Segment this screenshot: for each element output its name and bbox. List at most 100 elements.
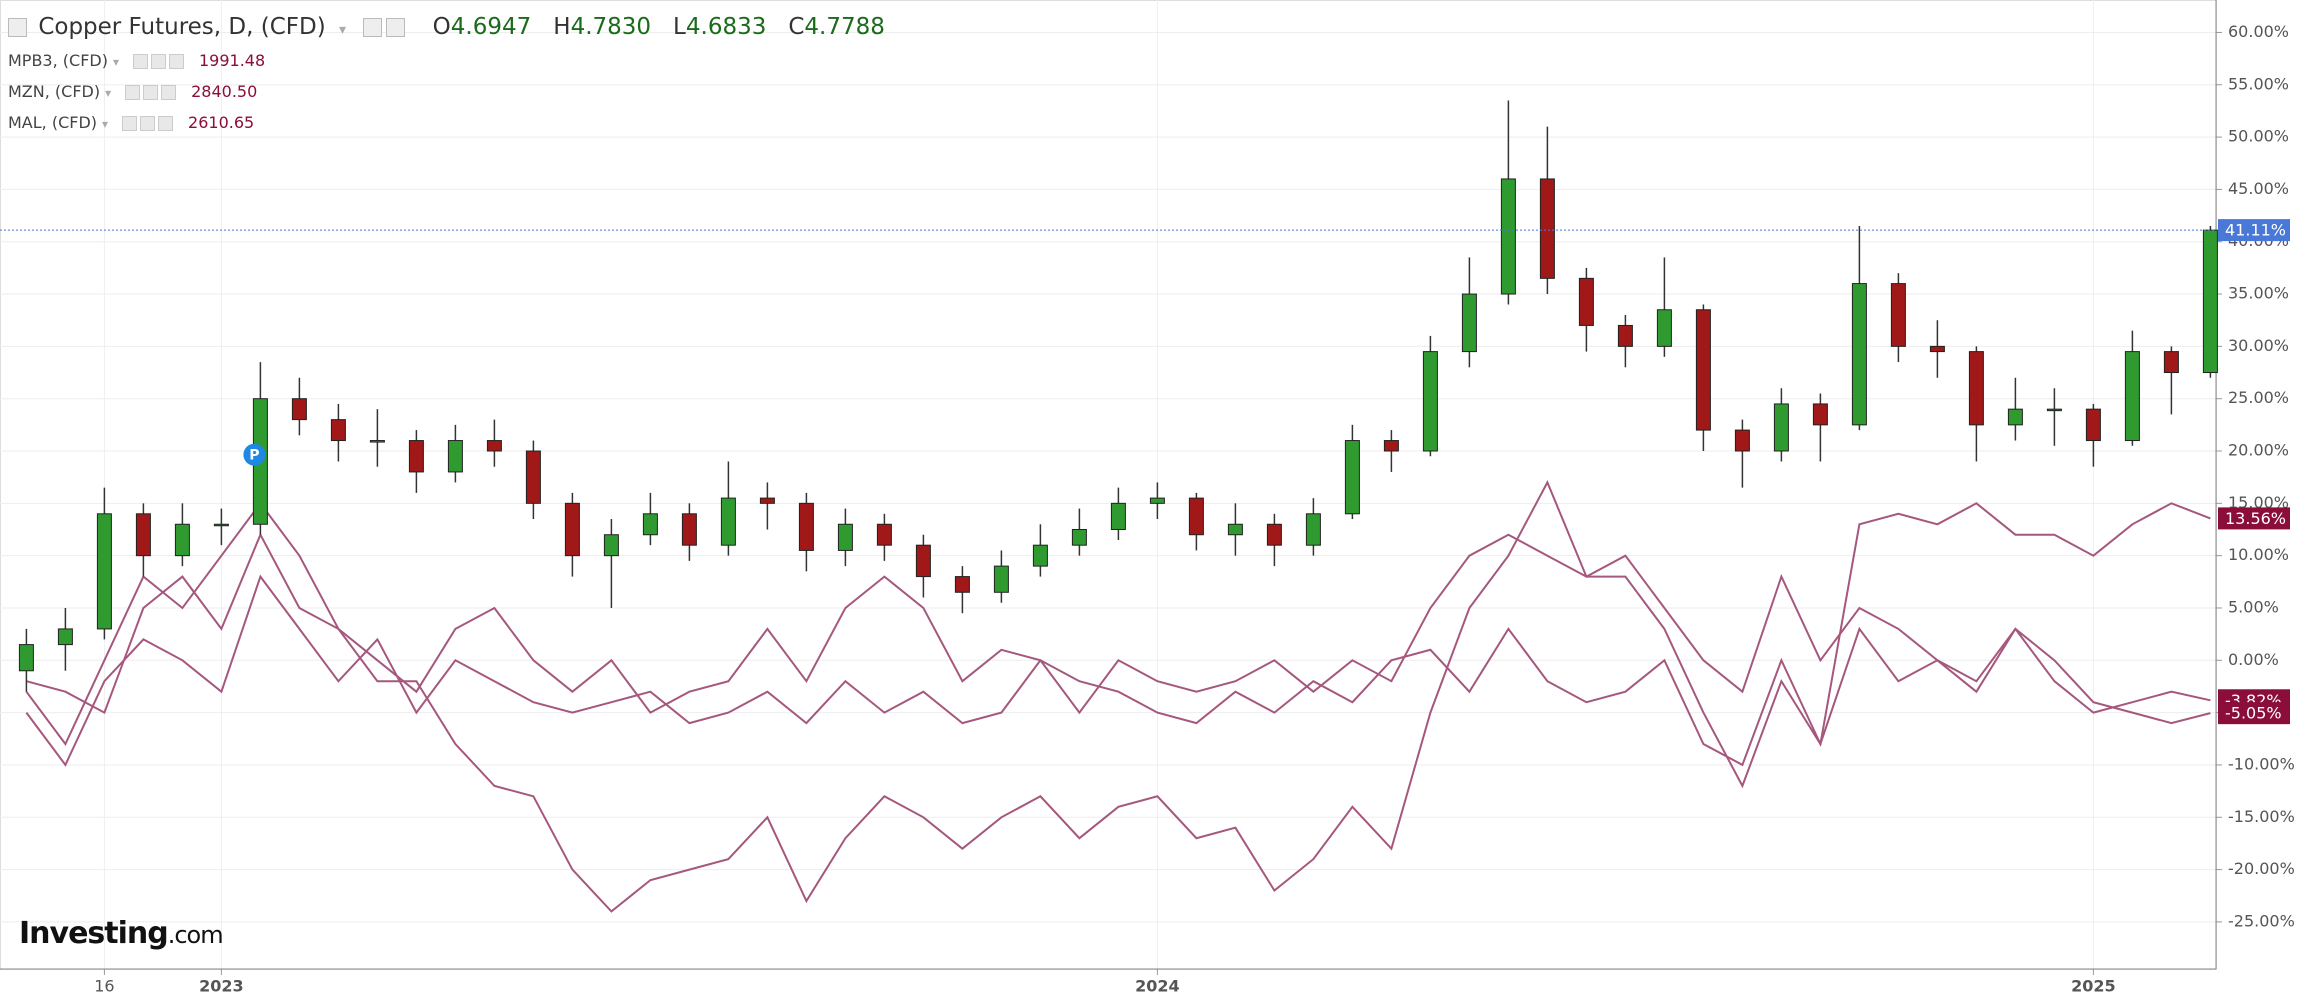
- legend-icon[interactable]: [140, 116, 156, 131]
- legend-item: MAL, (CFD) ▾ 2610.65: [8, 113, 254, 132]
- candle-body: [954, 576, 970, 593]
- y-tick-label: 15.00%: [2228, 493, 2289, 512]
- candle-body: [213, 523, 229, 527]
- series-line: [25, 574, 2211, 767]
- candle-body: [1734, 429, 1750, 452]
- candle-body: [1773, 403, 1789, 452]
- candle-body: [2085, 408, 2101, 442]
- candle-body: [642, 513, 658, 536]
- candle-body: [1422, 351, 1438, 452]
- dropdown[interactable]: ▾: [105, 86, 112, 100]
- y-tick-label: 20.00%: [2228, 441, 2289, 460]
- candle-body: [759, 497, 775, 504]
- candle-body: [1890, 283, 1906, 347]
- candle-body: [291, 398, 307, 421]
- legend-icon[interactable]: [169, 54, 184, 69]
- candle-body: [1656, 309, 1672, 347]
- y-tick-label: 45.00%: [2228, 179, 2289, 198]
- header: Copper Futures, D, (CFD) ▾ O4.6947 H4.783…: [8, 14, 907, 40]
- legend-icon[interactable]: [158, 116, 174, 131]
- legend-price: 1991.48: [199, 51, 266, 70]
- legend-icon[interactable]: [161, 85, 177, 100]
- y-tick-label: 35.00%: [2228, 284, 2289, 303]
- ohlc-label: H: [553, 14, 571, 40]
- candle-body: [1188, 497, 1204, 536]
- ohlc-label: L: [673, 14, 686, 40]
- y-tick-label: -20.00%: [2228, 859, 2295, 878]
- legend-item: MZN, (CFD) ▾ 2840.50: [8, 82, 257, 101]
- candle-body: [1461, 293, 1477, 353]
- candle-body: [1344, 440, 1360, 515]
- candle-body: [876, 523, 892, 546]
- y-tick-label: -10.00%: [2228, 754, 2295, 773]
- dropdown[interactable]: ▾: [112, 55, 119, 69]
- y-tick-label: 55.00%: [2228, 74, 2289, 93]
- candle-body: [525, 450, 541, 504]
- candle-body: [1149, 497, 1165, 504]
- candle-body: [96, 513, 112, 630]
- candle-body: [564, 502, 580, 557]
- y-tick-label: 30.00%: [2228, 336, 2289, 355]
- candle-body: [2124, 351, 2140, 442]
- candle-body: [1617, 324, 1633, 347]
- y-tick-label: 5.00%: [2228, 597, 2279, 616]
- logo: Investing.com: [19, 916, 224, 951]
- candle-body: [603, 534, 619, 557]
- x-tick-label: 2024: [1135, 977, 1180, 996]
- legend-icon[interactable]: [143, 85, 159, 100]
- candle-body: [720, 497, 736, 546]
- legend-item: MPB3, (CFD) ▾ 1991.48: [8, 51, 265, 70]
- y-tick-label: -15.00%: [2228, 807, 2295, 826]
- dropdown[interactable]: ▾: [339, 22, 347, 38]
- candle-body: [369, 440, 385, 443]
- candle-body: [1851, 283, 1867, 426]
- settings-icon[interactable]: [363, 18, 383, 37]
- candle-body: [330, 419, 346, 442]
- candle-body: [2163, 351, 2179, 374]
- candle-body: [1032, 544, 1048, 567]
- ohlc-value: 4.7830: [570, 14, 652, 40]
- candle-body: [18, 644, 34, 672]
- ohlc: O4.6947 H4.7830 L4.6833 C4.7788: [433, 14, 907, 40]
- logo-name: Investing: [19, 916, 169, 951]
- candle-body: [993, 565, 1009, 593]
- dropdown[interactable]: ▾: [102, 117, 109, 131]
- candle-body: [1929, 345, 1945, 353]
- candle-body: [57, 628, 73, 646]
- last-value-label: 41.11%: [2225, 221, 2286, 240]
- annotation-label: P: [249, 448, 259, 464]
- legend-name: MPB3, (CFD): [8, 51, 108, 70]
- legend-name: MZN, (CFD): [8, 82, 101, 101]
- candle-body: [1071, 528, 1087, 546]
- candle-body: [681, 513, 697, 546]
- candle-body: [1968, 351, 1984, 426]
- gear-icon[interactable]: [386, 18, 406, 37]
- last-value-tag: [2218, 702, 2290, 725]
- y-tick-label: 50.00%: [2228, 127, 2289, 146]
- candle-body: [135, 513, 151, 557]
- legend-icon[interactable]: [125, 85, 141, 100]
- legend-icon[interactable]: [122, 116, 138, 131]
- candle-body: [1383, 440, 1399, 452]
- candle-body: [1305, 513, 1321, 546]
- candle-body: [408, 440, 424, 473]
- candle-body: [1812, 403, 1828, 426]
- collapse-icon[interactable]: [8, 18, 27, 37]
- legend-icon[interactable]: [151, 54, 166, 69]
- candle-body: [486, 440, 502, 452]
- ohlc-label: O: [432, 14, 451, 40]
- candle-body: [798, 502, 814, 551]
- y-tick-label: -25.00%: [2228, 911, 2295, 930]
- annotation-marker: [243, 443, 266, 466]
- legend-price: 2840.50: [191, 82, 258, 101]
- candle-body: [837, 523, 853, 551]
- logo-suffix: .com: [167, 921, 224, 949]
- candle-body: [2202, 229, 2218, 374]
- candle-body: [174, 523, 190, 557]
- ohlc-value: 4.6947: [450, 14, 532, 40]
- ohlc-value: 4.7788: [804, 14, 885, 40]
- legend-icon[interactable]: [133, 54, 148, 69]
- y-tick-label: 0.00%: [2228, 650, 2279, 669]
